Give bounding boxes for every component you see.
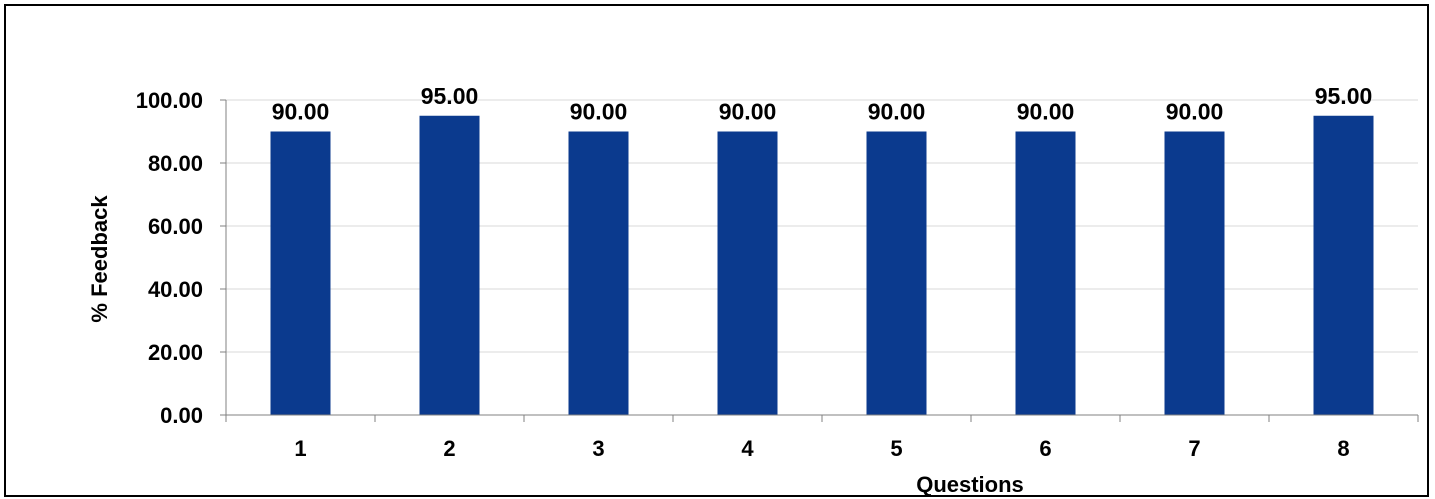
- y-tick-label: 0.00: [160, 403, 203, 428]
- y-tick-label: 100.00: [136, 88, 203, 113]
- x-tick-label: 8: [1337, 436, 1349, 461]
- data-label: 95.00: [421, 83, 479, 109]
- x-tick-label: 1: [294, 436, 306, 461]
- gridlines: [226, 99, 1418, 353]
- bar: [1313, 115, 1374, 415]
- labels: 0.00 20.00 40.00 60.00 80.00 100.00 90.00 1 95.0…: [136, 83, 1373, 461]
- data-label: 90.00: [719, 99, 777, 125]
- bar: [866, 131, 927, 415]
- bars: [270, 115, 1374, 415]
- x-tick-label: 7: [1188, 436, 1200, 461]
- x-tick-label: 6: [1039, 436, 1051, 461]
- data-label: 90.00: [570, 99, 628, 125]
- x-tick-label: 3: [592, 436, 604, 461]
- data-label: 90.00: [868, 99, 926, 125]
- x-axis-title: Questions: [916, 472, 1024, 497]
- bar: [717, 131, 778, 415]
- x-tick-label: 4: [741, 436, 754, 461]
- data-label: 90.00: [1017, 99, 1075, 125]
- y-tick-label: 40.00: [148, 277, 203, 302]
- bar: [1015, 131, 1076, 415]
- data-label: 95.00: [1315, 83, 1373, 109]
- y-tick-label: 20.00: [148, 340, 203, 365]
- y-tick-label: 60.00: [148, 214, 203, 239]
- data-label: 90.00: [272, 99, 330, 125]
- x-tick-label: 5: [890, 436, 902, 461]
- x-tick-label: 2: [443, 436, 455, 461]
- axes: [220, 99, 1419, 422]
- bar: [270, 131, 331, 415]
- y-tick-label: 80.00: [148, 151, 203, 176]
- y-axis-title: % Feedback: [87, 195, 112, 323]
- data-label: 90.00: [1166, 99, 1224, 125]
- bar: [419, 115, 480, 415]
- bar: [1164, 131, 1225, 415]
- bar: [568, 131, 629, 415]
